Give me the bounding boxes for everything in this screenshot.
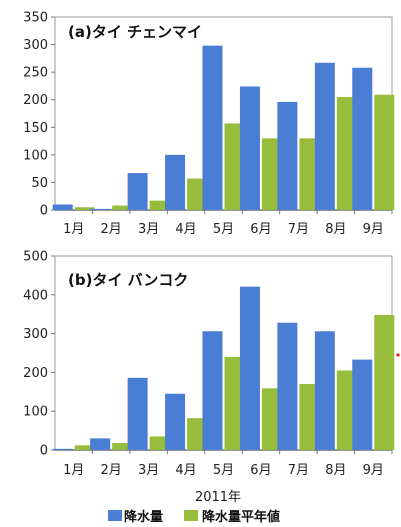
y-tick-label: 100 [23,405,48,420]
bar-normal-b-4 [187,418,208,450]
y-tick-label: 0 [40,444,48,459]
x-tick-label: 5月 [213,222,234,237]
bar-rain-a-4 [165,154,186,210]
chart-title: (a)タイ チェンマイ [68,23,202,41]
bar-rain-b-6 [239,286,260,450]
y-tick-label: 150 [23,121,48,136]
bar-normal-a-4 [187,178,208,210]
x-tick-label: 9月 [363,463,384,478]
x-tick-label: 7月 [288,222,309,237]
bar-normal-b-2 [112,443,133,450]
bar-rain-b-8 [314,331,335,450]
y-tick-label: 500 [23,250,48,265]
bar-rain-b-3 [127,377,148,450]
y-tick-label: 400 [23,288,48,303]
x-axis-label: 2011年 [195,490,241,505]
bar-rain-b-5 [202,331,223,450]
y-tick-label: 50 [31,176,48,191]
bar-rain-b-4 [165,393,186,450]
y-tick-label: 300 [23,327,48,342]
x-tick-label: 3月 [138,463,159,478]
x-tick-label: 4月 [175,222,196,237]
legend-label-normal: 降水量平年値 [202,509,280,525]
bar-normal-b-5 [224,356,245,450]
y-tick-label: 300 [23,38,48,53]
bar-normal-a-9 [374,94,395,210]
x-tick-label: 2月 [101,463,122,478]
bar-rain-a-3 [127,173,148,210]
x-tick-label: 3月 [138,222,159,237]
legend-swatch-normal [184,510,198,521]
x-tick-label: 1月 [63,463,84,478]
chart-title: (b)タイ バンコク [68,271,188,289]
y-tick-label: 0 [40,204,48,219]
y-tick-label: 200 [23,93,48,108]
bar-normal-a-1 [74,207,95,210]
bar-normal-a-6 [261,138,282,210]
legend-swatch-rain [108,510,122,521]
x-tick-label: 9月 [363,222,384,237]
bar-normal-a-8 [336,96,357,210]
bar-normal-a-7 [299,138,320,210]
bar-normal-b-3 [149,436,170,450]
bar-rain-a-9 [352,67,373,210]
x-tick-label: 2月 [101,222,122,237]
bar-normal-a-5 [224,123,245,210]
legend-label-rain: 降水量 [124,509,163,525]
bar-rain-a-6 [239,86,260,210]
bar-normal-b-8 [336,370,357,450]
y-tick-label: 100 [23,148,48,163]
bar-normal-b-1 [74,445,95,450]
bar-normal-b-9 [374,314,395,450]
x-tick-label: 8月 [325,463,346,478]
x-tick-label: 8月 [325,222,346,237]
bar-rain-b-2 [90,438,111,450]
bar-rain-b-7 [277,322,298,450]
red-marker [396,353,400,357]
x-tick-label: 4月 [175,463,196,478]
legend: 降水量 降水量平年値 [108,509,280,525]
bar-rain-a-7 [277,101,298,210]
bar-normal-a-2 [112,205,133,210]
x-tick-label: 6月 [250,222,271,237]
y-tick-label: 350 [23,11,48,26]
bar-normal-b-6 [261,388,282,450]
bar-rain-a-8 [314,62,335,210]
bar-rain-a-2 [90,208,111,210]
bar-rain-a-1 [52,204,73,210]
bar-rain-b-1 [52,448,73,450]
x-tick-label: 7月 [288,463,309,478]
bar-normal-a-3 [149,200,170,210]
bar-rain-b-9 [352,359,373,450]
bar-rain-a-5 [202,45,223,210]
x-tick-label: 6月 [250,463,271,478]
x-tick-label: 1月 [63,222,84,237]
chart-panel-bangkok: 0 100 200 300 400 500 1月 2月 3月 4月 5月 6月 7月 8月 9月 (b)タイ … [23,250,400,478]
bar-normal-b-7 [299,384,320,450]
y-tick-label: 250 [23,66,48,81]
x-tick-label: 5月 [213,463,234,478]
chart-panel-chiang-mai: 0 50 100 150 200 250 300 350 1月 2月 3月 4月 5月 6月 7月 8月 9月 (… [23,11,395,237]
y-tick-label: 200 [23,366,48,381]
